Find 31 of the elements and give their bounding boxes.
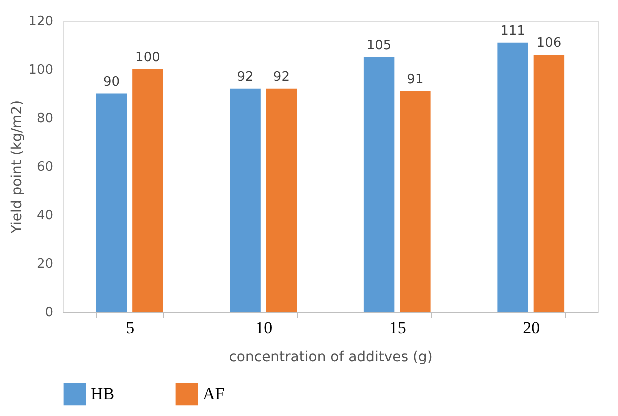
x-axis-title: concentration of additves (g) [229,350,433,366]
legend-label: AF [203,384,225,404]
y-tick-label: 40 [36,208,54,224]
data-label: 106 [536,36,562,51]
bar [498,42,528,312]
x-tick-label: 5 [126,318,135,338]
bar [534,54,565,312]
data-label: 92 [237,70,254,85]
y-tick-label: 20 [36,257,54,272]
x-tick-label: 15 [389,318,406,338]
y-tick-label: 0 [45,306,54,320]
bar [364,57,395,312]
bar [132,70,164,312]
data-label: 111 [500,24,526,39]
data-label: 105 [366,38,392,54]
x-tick-label: 20 [523,318,540,338]
data-label: 100 [136,50,160,66]
y-tick-label: 80 [36,112,54,126]
bar [96,94,128,312]
x-tick-label: 10 [256,318,273,338]
y-axis-title: Yield point (kg/m2) [10,100,26,235]
data-label: 92 [273,70,290,85]
data-label: 91 [407,72,424,88]
legend-label: HB [91,384,115,404]
data-label: 90 [104,74,120,90]
bar [400,91,431,312]
y-tick-label: 100 [28,63,54,78]
bar [230,88,261,312]
y-tick-label: 120 [28,14,54,30]
y-tick-label: 60 [36,160,54,175]
bar [266,88,298,312]
